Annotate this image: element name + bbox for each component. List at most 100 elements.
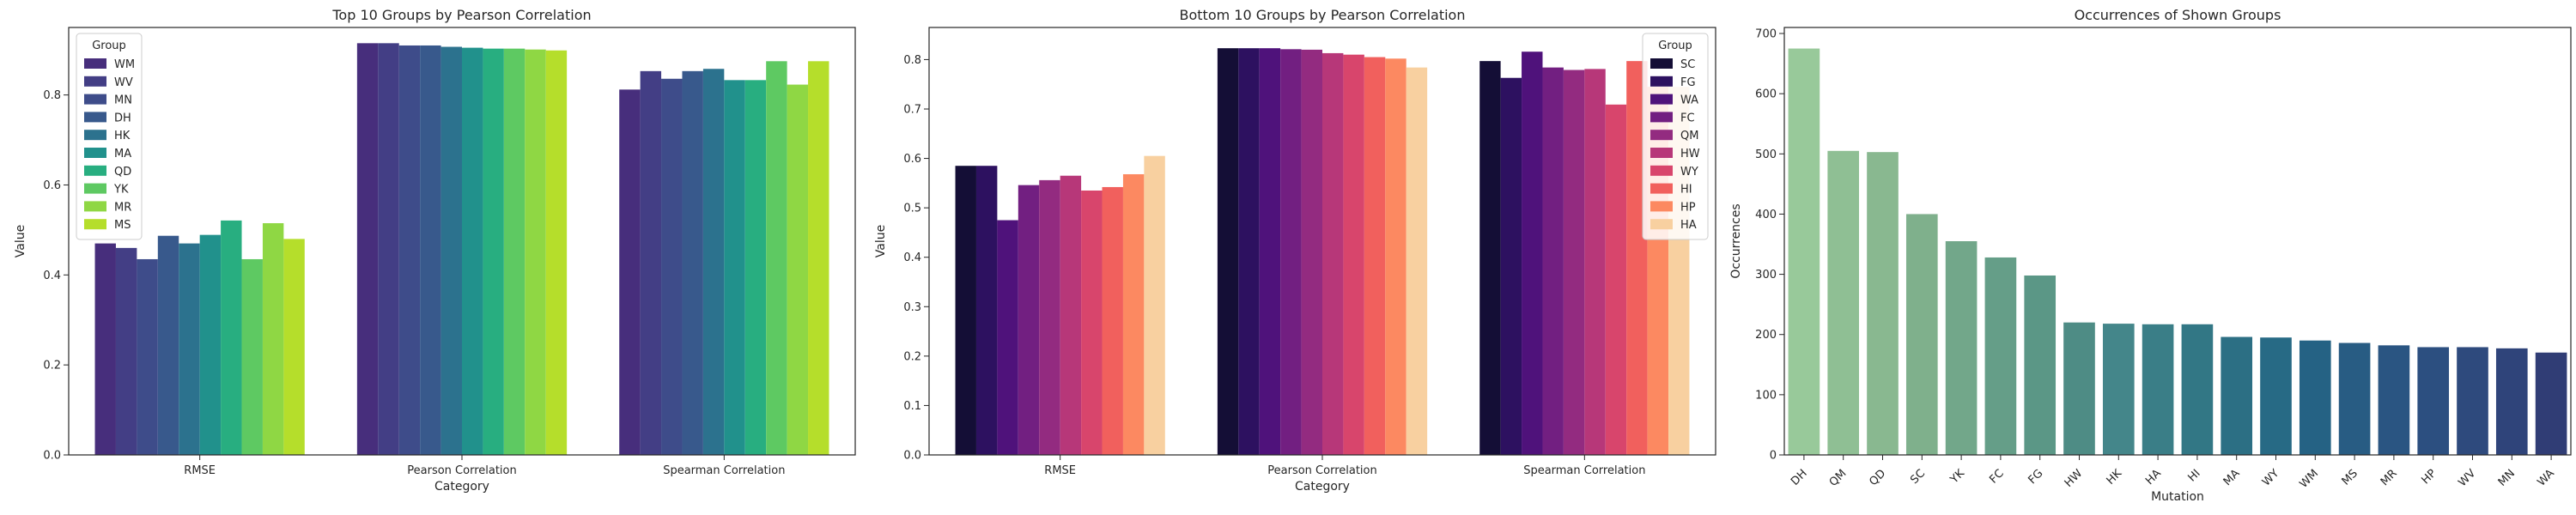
y-axis-label: Value xyxy=(14,225,27,258)
bar-HA-1 xyxy=(1406,67,1428,455)
bar-HK-2 xyxy=(702,69,725,456)
bar-HK-1 xyxy=(440,46,462,456)
x-tick-label: RMSE xyxy=(184,464,216,477)
bar-FG xyxy=(2024,275,2057,455)
x-tick-label: HW xyxy=(2063,467,2086,490)
bar-WM-2 xyxy=(619,89,641,455)
x-tick-label: MN xyxy=(2496,467,2518,488)
legend-label-QM: QM xyxy=(1680,130,1698,142)
x-axis-label: Category xyxy=(1295,480,1350,494)
bar-MA-0 xyxy=(199,234,222,455)
bar-MS xyxy=(2338,342,2371,455)
plot-frame xyxy=(928,27,1716,456)
bar-WM-0 xyxy=(94,243,116,455)
x-tick-label: HK xyxy=(2105,467,2125,488)
x-tick-label: QD xyxy=(1867,467,1888,488)
y-tick-label: 0.0 xyxy=(903,450,921,463)
legend: Group WM WV MN DH HK MA QD YK MR MS xyxy=(76,33,143,240)
bar-MR-0 xyxy=(262,223,284,455)
legend-label-HP: HP xyxy=(1680,201,1696,214)
legend-label-MN: MN xyxy=(114,94,132,107)
bar-WA-0 xyxy=(997,220,1018,455)
y-tick-label: 500 xyxy=(1755,148,1777,161)
y-tick-label: 300 xyxy=(1755,269,1777,282)
bar-HK-0 xyxy=(179,243,200,455)
legend-swatch-WY xyxy=(1650,165,1673,176)
bar-HA-0 xyxy=(1144,155,1165,455)
bar-QM-2 xyxy=(1563,70,1585,455)
legend-swatch-FG xyxy=(1650,76,1673,87)
x-tick-label: Pearson Correlation xyxy=(1267,464,1376,477)
bar-WY-2 xyxy=(1605,104,1627,455)
bar-WY-0 xyxy=(1081,190,1103,455)
bar-DH xyxy=(1788,48,1820,456)
legend: Group SC FG WA FC QM HW WY HI HP HA xyxy=(1642,33,1709,240)
y-tick-label: 0.5 xyxy=(903,203,921,215)
bar-HA xyxy=(2142,324,2174,455)
legend-label-MR: MR xyxy=(114,201,131,214)
y-tick-label: 100 xyxy=(1755,389,1777,402)
chart-title: Occurrences of Shown Groups xyxy=(2075,7,2281,23)
bar-QD-1 xyxy=(483,48,504,456)
bar-MA-1 xyxy=(462,47,483,455)
bar-MN-0 xyxy=(137,258,158,455)
bar-QD xyxy=(1867,152,1899,456)
x-tick-label: SC xyxy=(1908,467,1928,487)
bar-WV-1 xyxy=(378,43,399,455)
chart-title: Bottom 10 Groups by Pearson Correlation xyxy=(1180,7,1466,23)
chart-2: Occurrences of Shown Groups 0 100 200 300 400… xyxy=(1729,7,2572,504)
legend-label-WY: WY xyxy=(1680,166,1698,179)
legend-swatch-WV xyxy=(84,76,106,87)
legend-swatch-HW xyxy=(1650,148,1673,158)
x-tick-label: MA xyxy=(2221,467,2243,488)
bar-HW xyxy=(2063,322,2095,455)
legend-swatch-QD xyxy=(84,165,106,176)
bar-WA-2 xyxy=(1522,52,1543,456)
x-tick-label: Pearson Correlation xyxy=(407,464,516,477)
legend-label-HW: HW xyxy=(1680,148,1700,161)
y-axis-label: Occurrences xyxy=(1729,203,1743,278)
y-tick-label: 0.6 xyxy=(43,179,61,192)
x-tick-label: FG xyxy=(2026,467,2046,487)
legend-title: Group xyxy=(92,39,126,52)
legend-label-SC: SC xyxy=(1680,58,1695,71)
x-tick-label: WY xyxy=(2260,467,2281,488)
legend-swatch-MA xyxy=(84,148,106,158)
legend-label-MA: MA xyxy=(114,148,131,161)
legend-swatch-SC xyxy=(1650,58,1673,69)
legend-swatch-WM xyxy=(84,58,106,69)
x-tick-label: HA xyxy=(2143,467,2164,488)
bar-DH-2 xyxy=(682,70,703,455)
chart-title: Top 10 Groups by Pearson Correlation xyxy=(331,7,591,23)
bar-WV-0 xyxy=(115,247,137,455)
bar-WM xyxy=(2299,340,2331,455)
y-tick-label: 0.1 xyxy=(903,400,921,413)
bar-HP xyxy=(2417,347,2450,455)
bar-QD-2 xyxy=(744,80,767,455)
bar-WM-1 xyxy=(356,43,379,455)
x-tick-label: FC xyxy=(1987,467,2006,486)
bar-DH-0 xyxy=(157,235,179,455)
legend-swatch-QM xyxy=(1650,130,1673,141)
bar-HW-2 xyxy=(1584,69,1606,456)
legend-label-WA: WA xyxy=(1680,94,1698,107)
chart-1: Bottom 10 Groups by Pearson Correlation 0… xyxy=(874,7,1716,494)
bar-WA-1 xyxy=(1259,48,1281,455)
bar-HW-0 xyxy=(1060,175,1082,455)
bar-QM-1 xyxy=(1301,49,1322,456)
x-tick-label: Spearman Correlation xyxy=(1523,464,1645,477)
legend-swatch-WA xyxy=(1650,94,1673,105)
bar-DH-1 xyxy=(420,45,441,456)
bar-MN-1 xyxy=(398,45,421,456)
bar-MS-1 xyxy=(545,50,568,455)
y-tick-label: 0.0 xyxy=(43,450,61,463)
x-tick-label: MR xyxy=(2379,467,2400,488)
bar-WA xyxy=(2535,352,2567,455)
bar-QM xyxy=(1827,150,1860,455)
y-tick-label: 400 xyxy=(1755,209,1777,221)
bar-HP-1 xyxy=(1385,58,1406,456)
legend-label-WM: WM xyxy=(114,58,135,71)
bar-FG-2 xyxy=(1500,77,1522,456)
chart-0: Top 10 Groups by Pearson Correlation 0.0 0… xyxy=(14,7,856,494)
